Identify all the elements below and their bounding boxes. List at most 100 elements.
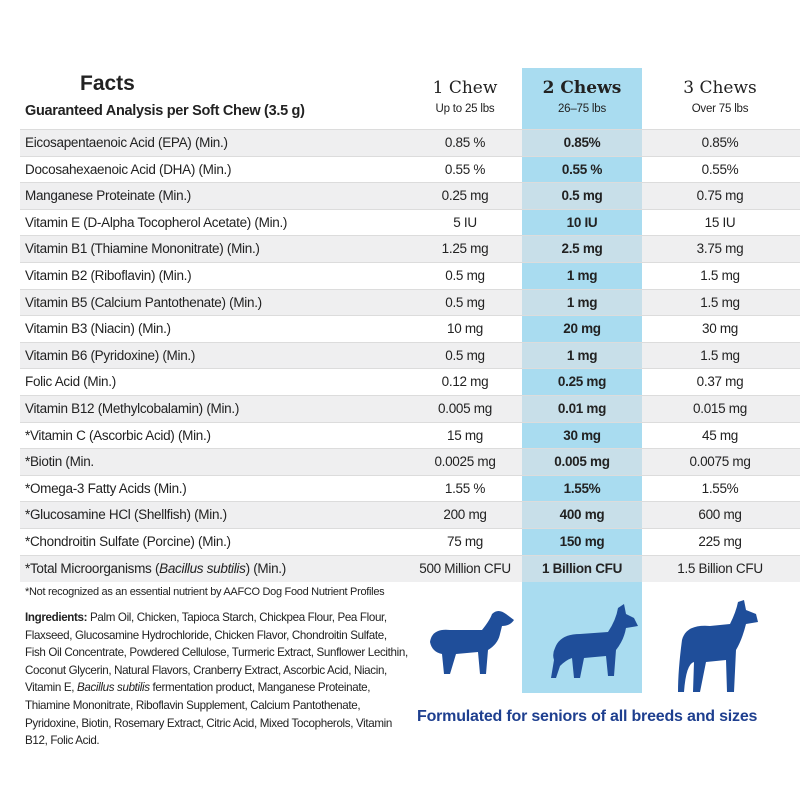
column-range: Up to 25 lbs (435, 103, 495, 115)
value-cell: 0.005 mg (438, 401, 492, 416)
table-row: Vitamin B12 (Methylcobalamin) (Min.) 0.00… (20, 395, 800, 422)
table-row: *Biotin (Min. 0.0025 mg 0.005 mg 0.0075 mg (20, 448, 800, 476)
label-part: Vitamin B5 (Calcium Pantothenate) (Min.) (25, 294, 262, 310)
value-cell: 75 mg (446, 534, 484, 549)
value-cell: 0.25 mg (441, 188, 489, 204)
value-cell: 500 Million CFU (419, 560, 511, 576)
value-cell: 0.25 mg (557, 374, 607, 390)
label-part: Vitamin B3 (Niacin) (Min.) (25, 321, 171, 337)
label-part: *Glucosamine HCl (Shellfish) (Min.) (25, 507, 227, 523)
value-cell: 1.25 mg (441, 241, 489, 257)
value-cell: 30 mg (563, 427, 601, 443)
value-cell: 0.5 mg (561, 188, 603, 204)
row-label: Docosahexaenoic Acid (DHA) (Min.) (25, 157, 231, 183)
table-row: *Total Microorganisms (Bacillus subtilis… (20, 554, 800, 582)
tagline: Formulated for seniors of all breeds and… (417, 708, 758, 725)
value-cell: 0.55% (701, 161, 739, 177)
table-row: *Omega-3 Fatty Acids (Min.) 1.55 % 1.55% 1.… (20, 474, 800, 502)
value-cell: 0.55 % (561, 161, 603, 177)
label-part: Eicosapentaenoic Acid (EPA) (Min.) (25, 135, 228, 150)
value-cell: 0.0025 mg (434, 454, 496, 470)
label-part: Vitamin B2 (Riboflavin) (Min.) (25, 268, 192, 283)
table-row: Vitamin B2 (Riboflavin) (Min.) 0.5 mg 1 mg… (20, 262, 800, 289)
value-cell: 200 mg (443, 507, 487, 523)
value-cell: 45 mg (701, 427, 739, 443)
row-label: Vitamin B6 (Pyridoxine) (Min.) (25, 343, 195, 369)
column-name: 2 Chews (542, 78, 622, 98)
value-cell: 1.5 mg (700, 294, 740, 310)
row-label: Manganese Proteinate (Min.) (25, 183, 191, 209)
label-part: *Biotin (Min. (25, 454, 94, 470)
value-cell: 1.55% (563, 480, 601, 496)
value-cell: 1.55% (701, 480, 739, 496)
title: Facts (80, 72, 135, 95)
label-part: *Omega-3 Fatty Acids (Min.) (25, 480, 187, 496)
table-row: *Vitamin C (Ascorbic Acid) (Min.) 15 mg 30… (20, 421, 800, 449)
row-label: *Vitamin C (Ascorbic Acid) (Min.) (25, 423, 211, 449)
value-cell: 2.5 mg (561, 241, 603, 257)
label-part: ) (Min.) (245, 560, 287, 576)
value-cell: 0.5 mg (445, 347, 485, 363)
label-part: Folic Acid (Min.) (25, 374, 116, 390)
value-cell: 0.85% (701, 135, 739, 150)
value-cell: 1.55 % (444, 480, 486, 496)
label-part: Vitamin B1 (Thiamine Mononitrate) (Min.) (25, 241, 260, 257)
value-cell: 10 IU (566, 214, 598, 230)
value-cell: 0.85 % (444, 135, 486, 150)
ingredients: Ingredients: Palm Oil, Chicken, Tapioca … (25, 609, 410, 750)
footnote: *Not recognized as an essential nutrient… (25, 586, 385, 598)
value-cell: 0.015 mg (693, 401, 747, 416)
label-part: *Chondroitin Sulfate (Porcine) (Min.) (25, 534, 231, 549)
label-part: Manganese Proteinate (Min.) (25, 188, 191, 204)
value-cell: 10 mg (446, 321, 484, 337)
row-label: *Biotin (Min. (25, 449, 94, 475)
row-label: Folic Acid (Min.) (25, 369, 116, 395)
column-range: Over 75 lbs (691, 103, 749, 115)
label-part: *Vitamin C (Ascorbic Acid) (Min.) (25, 427, 211, 443)
column-range: 26–75 lbs (557, 103, 607, 115)
value-cell: 1 mg (566, 268, 598, 283)
label-part: Bacillus subtilis (159, 560, 246, 576)
value-cell: 1.5 mg (700, 347, 740, 363)
label-part: Vitamin E (D-Alpha Tocopherol Acetate) (… (25, 214, 288, 230)
label-part: Docosahexaenoic Acid (DHA) (Min.) (25, 161, 232, 177)
value-cell: 400 mg (559, 507, 605, 523)
value-cell: 0.01 mg (557, 401, 607, 416)
highlight-column (522, 68, 642, 693)
ingredients-text: Bacillus subtilis (77, 681, 150, 695)
value-cell: 0.5 mg (445, 294, 485, 310)
value-cell: 30 mg (701, 321, 739, 337)
value-cell: 0.005 mg (554, 454, 610, 470)
value-cell: 0.0075 mg (689, 454, 751, 470)
value-cell: 1 mg (566, 347, 598, 363)
value-cell: 15 IU (704, 214, 736, 230)
row-label: *Total Microorganisms (Bacillus subtilis… (25, 556, 286, 582)
row-label: Eicosapentaenoic Acid (EPA) (Min.) (25, 130, 228, 156)
table-row: Vitamin E (D-Alpha Tocopherol Acetate) (… (20, 208, 800, 236)
row-label: *Glucosamine HCl (Shellfish) (Min.) (25, 502, 227, 528)
row-label: Vitamin B5 (Calcium Pantothenate) (Min.) (25, 290, 262, 316)
value-cell: 1 mg (566, 294, 598, 310)
label-part: Vitamin B6 (Pyridoxine) (Min.) (25, 347, 196, 363)
table-row: Docosahexaenoic Acid (DHA) (Min.) 0.55 % 0… (20, 155, 800, 183)
value-cell: 0.75 mg (696, 188, 744, 204)
label-part: Vitamin B12 (Methylcobalamin) (Min.) (25, 401, 240, 416)
value-cell: 0.5 mg (445, 268, 485, 283)
row-label: Vitamin B2 (Riboflavin) (Min.) (25, 263, 192, 289)
table-row: *Glucosamine HCl (Shellfish) (Min.) 200 m… (20, 501, 800, 529)
value-cell: 600 mg (698, 507, 742, 523)
row-label: *Omega-3 Fatty Acids (Min.) (25, 476, 187, 502)
table-row: Vitamin B3 (Niacin) (Min.) 10 mg 20 mg 30 m… (20, 315, 800, 342)
column-name: 1 Chew (432, 78, 498, 98)
value-cell: 0.55 % (444, 161, 486, 177)
value-cell: 1.5 mg (700, 268, 740, 283)
table-row: *Chondroitin Sulfate (Porcine) (Min.) 75 … (20, 528, 800, 555)
value-cell: 1.5 Billion CFU (677, 560, 763, 576)
value-cell: 0.37 mg (696, 374, 744, 390)
ingredients-text: Palm Oil, Chicken, Tapioca Starch, Chick… (25, 611, 408, 695)
row-label: *Chondroitin Sulfate (Porcine) (Min.) (25, 529, 231, 555)
row-label: Vitamin B3 (Niacin) (Min.) (25, 316, 171, 342)
row-label: Vitamin B1 (Thiamine Mononitrate) (Min.) (25, 236, 260, 262)
table-row: Vitamin B5 (Calcium Pantothenate) (Min.)… (20, 288, 800, 316)
ingredients-text: fermentation product, Manganese Proteina… (25, 681, 392, 748)
